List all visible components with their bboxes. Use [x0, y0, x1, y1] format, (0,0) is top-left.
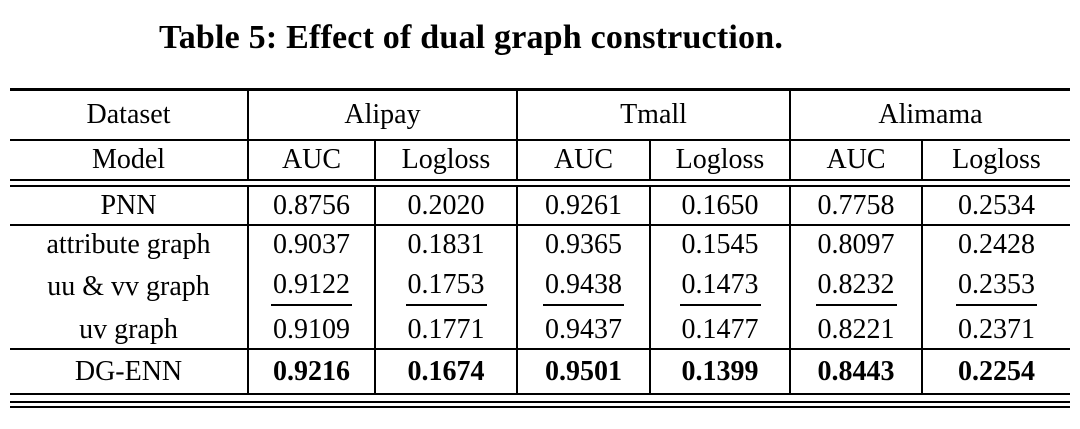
- header-dataset-label: Dataset: [10, 89, 249, 141]
- header-model-label: Model: [10, 140, 249, 181]
- metric-value-cell: 0.2020: [375, 186, 518, 226]
- header-metric-logloss-alimama: Logloss: [922, 140, 1071, 181]
- underlined-value: 0.1473: [679, 269, 761, 306]
- metric-value-cell: 0.1771: [375, 311, 518, 350]
- metric-value-cell: 0.2353: [922, 263, 1070, 311]
- header-metric-auc-alimama: AUC: [790, 140, 923, 181]
- metric-value-cell: 0.2371: [922, 311, 1071, 350]
- metric-value-cell: 0.9437: [517, 311, 651, 350]
- header-row-metrics: Model AUC Logloss AUC Logloss AUC Loglos…: [10, 140, 1071, 181]
- header-row-datasets: Dataset Alipay Tmall Alimama: [10, 89, 1071, 141]
- table-caption: Table 5: Effect of dual graph constructi…: [0, 0, 942, 59]
- table-row: attribute graph 0.9037 0.1831 0.9365 0.1…: [10, 225, 1070, 263]
- model-name-cell: attribute graph: [10, 225, 249, 263]
- underlined-value: 0.2353: [956, 269, 1037, 306]
- metric-value-cell: 0.9037: [248, 225, 376, 263]
- header-metric-auc-tmall: AUC: [517, 140, 651, 181]
- table-row: uu & vv graph 0.9122 0.1753 0.9438 0.147…: [10, 263, 1070, 311]
- metric-value-cell: 0.1477: [650, 311, 791, 350]
- metric-value-cell: 0.1650: [650, 186, 791, 226]
- metric-value-cell: 0.7758: [790, 186, 923, 226]
- metric-value-cell: 0.1399: [650, 349, 791, 395]
- table-row: PNN 0.8756 0.2020 0.9261 0.1650 0.7758 0…: [10, 186, 1071, 226]
- metric-value-cell: 0.9216: [248, 349, 376, 395]
- model-name-cell: DG-ENN: [10, 349, 249, 395]
- metric-value-cell: 0.9109: [248, 311, 376, 350]
- metric-value-cell: 0.9261: [517, 186, 651, 226]
- metric-value-cell: 0.2254: [922, 349, 1071, 395]
- metric-value-cell: 0.1831: [375, 225, 518, 263]
- metric-value-cell: 0.9438: [517, 263, 651, 311]
- metric-value-cell: 0.1545: [650, 225, 791, 263]
- underlined-value: 0.1753: [405, 269, 487, 306]
- metric-value-cell: 0.8756: [248, 186, 376, 226]
- underlined-value: 0.9122: [271, 269, 352, 306]
- metric-value-cell: 0.1674: [375, 349, 518, 395]
- metric-value-cell: 0.9365: [517, 225, 651, 263]
- metric-value-cell: 0.8097: [790, 225, 923, 263]
- header-group-alimama: Alimama: [790, 89, 1071, 141]
- model-name-cell: PNN: [10, 186, 249, 226]
- table-row: uv graph 0.9109 0.1771 0.9437 0.1477 0.8…: [10, 311, 1071, 350]
- table-row: DG-ENN 0.9216 0.1674 0.9501 0.1399 0.844…: [10, 349, 1071, 395]
- metric-value-cell: 0.2428: [958, 228, 1035, 260]
- underlined-value: 0.8232: [815, 269, 897, 306]
- table-caption-text: Table 5: Effect of dual graph constructi…: [158, 19, 784, 56]
- header-metric-logloss-alipay: Logloss: [375, 140, 518, 181]
- underlined-value: 0.9438: [543, 269, 624, 306]
- metric-value-cell: 0.9122: [248, 263, 376, 311]
- bottom-rule-gap: [10, 394, 1070, 402]
- metric-value-cell: 0.8232: [790, 263, 923, 311]
- model-name-cell: uu & vv graph: [10, 263, 249, 311]
- results-table: Dataset Alipay Tmall Alimama Model AUC L…: [10, 88, 1071, 408]
- bottom-double-rule: [10, 401, 1071, 408]
- metric-value-cell: 0.8443: [790, 349, 923, 395]
- header-metric-auc-alipay: AUC: [248, 140, 376, 181]
- metric-value-cell: 0.1753: [375, 263, 518, 311]
- header-group-tmall: Tmall: [517, 89, 791, 141]
- model-name-cell: uv graph: [10, 311, 249, 350]
- metric-value-cell: 0.9501: [517, 349, 651, 395]
- metric-value-cell: 0.8221: [790, 311, 923, 350]
- header-metric-logloss-tmall: Logloss: [650, 140, 791, 181]
- header-body-double-rule: [10, 180, 1071, 187]
- metric-value-cell: 0.2534: [922, 186, 1071, 226]
- metric-value-cell: 0.1473: [650, 263, 791, 311]
- header-group-alipay: Alipay: [248, 89, 518, 141]
